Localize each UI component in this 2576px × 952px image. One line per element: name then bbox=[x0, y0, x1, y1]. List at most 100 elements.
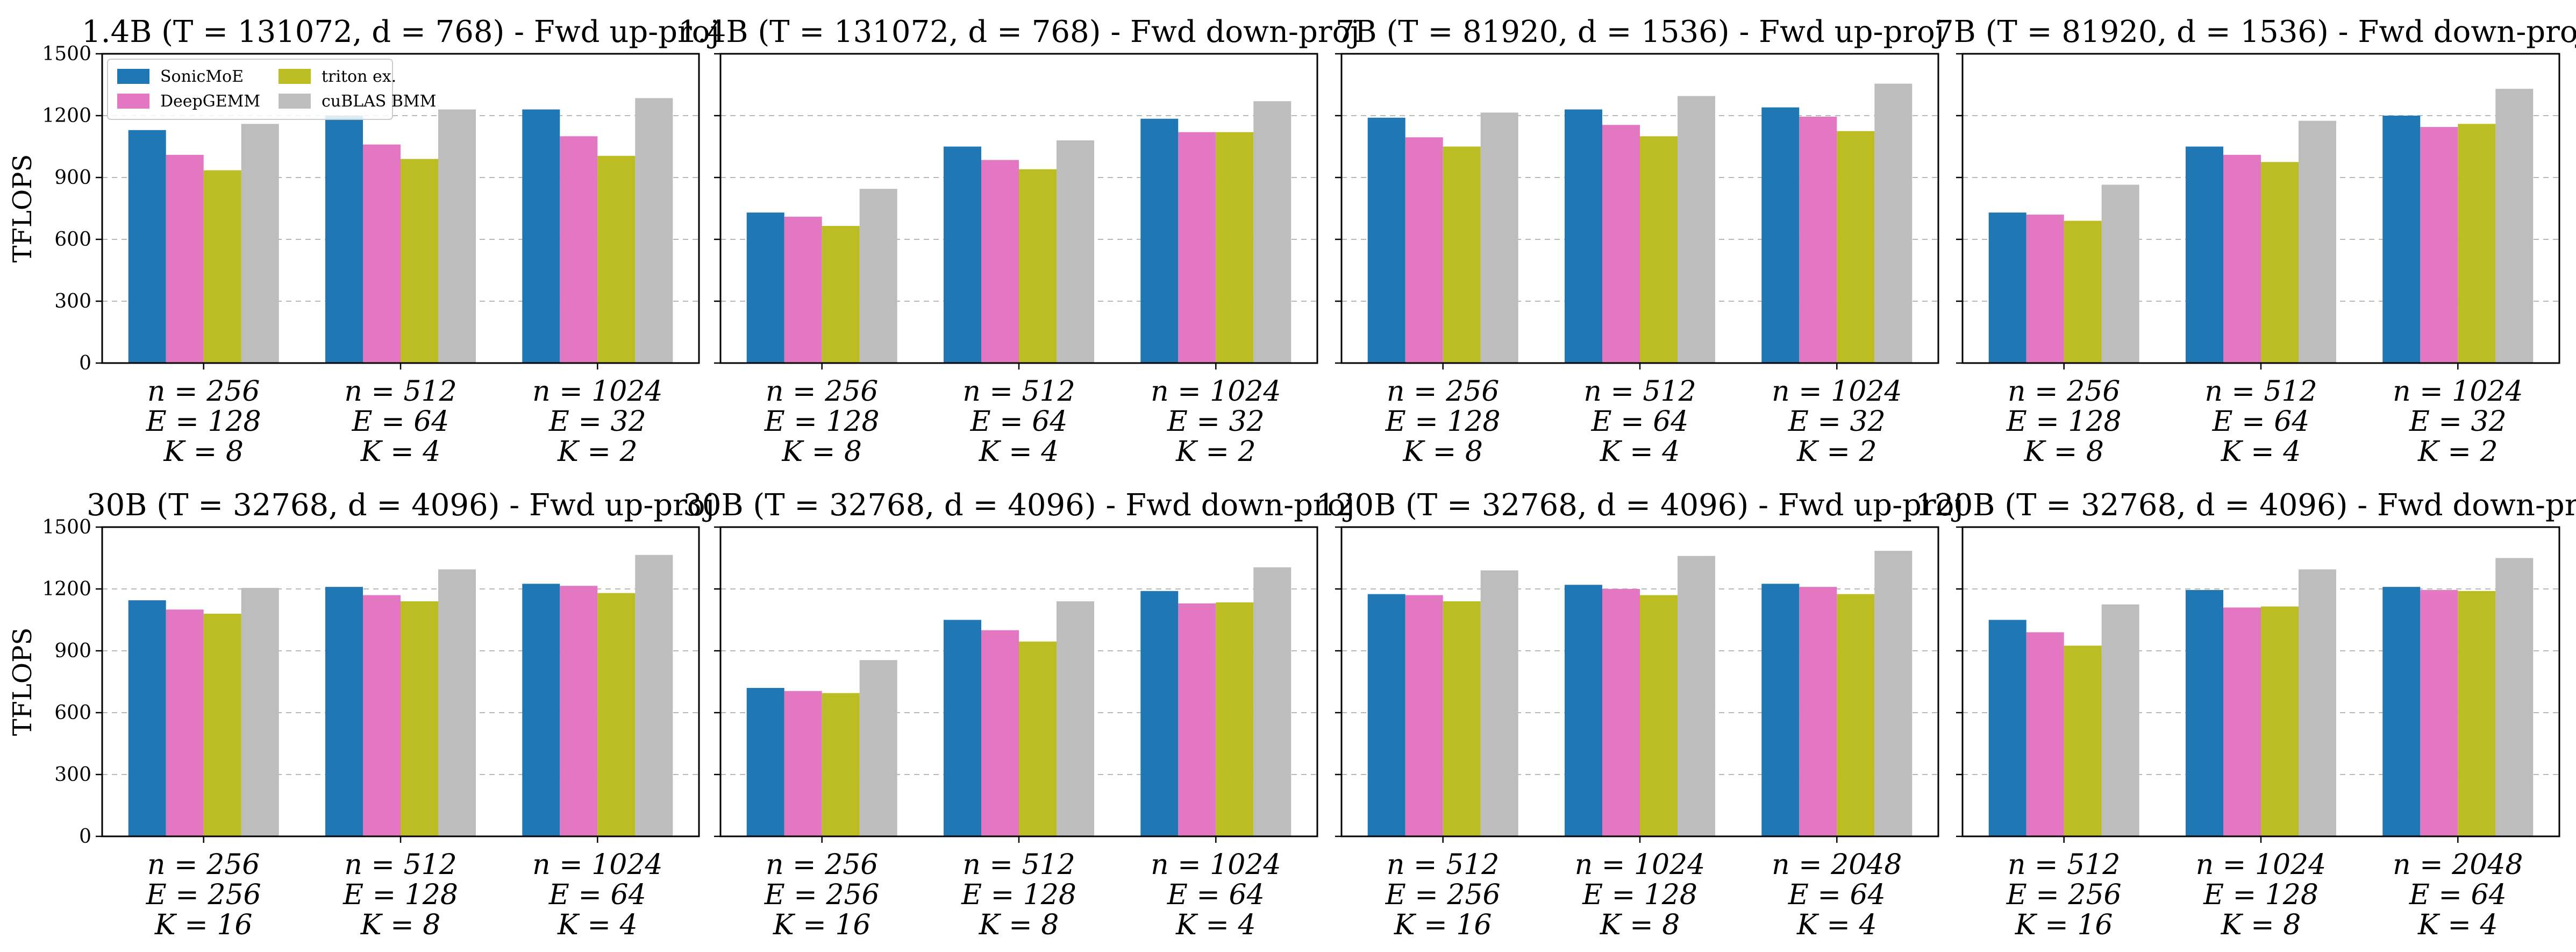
x-tick-label: E = 128 bbox=[764, 406, 880, 438]
bar bbox=[1837, 131, 1875, 363]
bar bbox=[1367, 594, 1405, 836]
x-tick-label: E = 32 bbox=[2409, 406, 2507, 438]
bar bbox=[2223, 154, 2261, 363]
bar bbox=[1988, 620, 2026, 836]
bar bbox=[2458, 591, 2496, 836]
bar bbox=[522, 109, 560, 363]
x-tick-label: E = 64 bbox=[970, 406, 1068, 438]
bar bbox=[1640, 136, 1678, 364]
x-tick-label: E = 128 bbox=[1385, 406, 1501, 438]
bar bbox=[1565, 585, 1602, 836]
bar bbox=[1837, 594, 1875, 836]
y-tick-label: 0 bbox=[79, 826, 91, 848]
bar bbox=[2261, 162, 2299, 363]
x-tick-label: n = 512 bbox=[2204, 375, 2317, 408]
bar bbox=[1678, 96, 1715, 364]
x-tick-label: n = 512 bbox=[344, 849, 456, 881]
bar bbox=[1019, 641, 1057, 836]
x-tick-label: n = 256 bbox=[1387, 375, 1499, 408]
bar bbox=[2299, 569, 2336, 836]
bar bbox=[1761, 107, 1800, 363]
chart-title: 7B (T = 81920, d = 1536) - Fwd down-proj bbox=[1935, 15, 2576, 49]
x-tick-label: n = 1024 bbox=[1575, 849, 1705, 881]
bar bbox=[1367, 117, 1405, 364]
x-tick-label: K = 8 bbox=[1402, 436, 1483, 468]
bar bbox=[1874, 551, 1913, 836]
legend-swatch bbox=[117, 94, 149, 109]
x-tick-label: K = 8 bbox=[1600, 909, 1680, 941]
y-axis-label: TFLOPS bbox=[8, 154, 38, 263]
bar bbox=[635, 555, 673, 836]
x-tick-label: K = 8 bbox=[360, 909, 441, 941]
x-tick-label: n = 1024 bbox=[1151, 849, 1281, 881]
x-tick-label: n = 1024 bbox=[532, 849, 662, 881]
bar bbox=[1178, 603, 1216, 836]
bar bbox=[2101, 184, 2139, 363]
y-tick-label: 600 bbox=[54, 229, 91, 251]
x-tick-label: E = 128 bbox=[961, 879, 1076, 911]
bar bbox=[1565, 109, 1602, 363]
legend-swatch bbox=[279, 94, 311, 109]
bar bbox=[2186, 589, 2223, 836]
legend-label: triton ex. bbox=[322, 67, 396, 86]
x-tick-label: K = 4 bbox=[979, 436, 1059, 468]
legend-swatch bbox=[279, 69, 311, 84]
x-tick-label: K = 4 bbox=[2417, 909, 2498, 941]
y-tick-label: 900 bbox=[54, 167, 91, 189]
chart-title: 30B (T = 32768, d = 4096) - Fwd down-pro… bbox=[683, 488, 1355, 523]
x-tick-label: n = 256 bbox=[147, 375, 260, 408]
x-tick-label: K = 2 bbox=[557, 436, 638, 468]
x-tick-label: n = 1024 bbox=[532, 375, 662, 408]
bar bbox=[401, 601, 438, 836]
legend-swatch bbox=[117, 69, 149, 84]
x-tick-label: n = 2048 bbox=[2393, 849, 2523, 881]
x-tick-label: n = 1024 bbox=[2196, 849, 2326, 881]
chart-title: 1.4B (T = 131072, d = 768) - Fwd down-pr… bbox=[678, 15, 1359, 49]
x-tick-label: n = 256 bbox=[766, 375, 878, 408]
bar bbox=[325, 587, 363, 836]
y-tick-label: 1200 bbox=[42, 578, 91, 600]
bar bbox=[635, 98, 673, 363]
bar bbox=[2101, 604, 2139, 836]
bar bbox=[1216, 602, 1254, 836]
bar bbox=[2026, 632, 2064, 836]
chart-title: 1.4B (T = 131072, d = 768) - Fwd up-proj bbox=[82, 15, 719, 49]
x-tick-label: n = 1024 bbox=[1772, 375, 1902, 408]
bar bbox=[1480, 570, 1518, 836]
bar bbox=[2064, 645, 2102, 836]
bar bbox=[438, 109, 476, 363]
x-tick-label: E = 256 bbox=[1385, 879, 1501, 911]
bar bbox=[2420, 127, 2458, 364]
x-tick-label: E = 128 bbox=[2006, 406, 2122, 438]
y-tick-label: 1500 bbox=[42, 43, 91, 65]
bar bbox=[1178, 132, 1216, 363]
bar bbox=[1761, 584, 1800, 836]
x-tick-label: E = 256 bbox=[764, 879, 880, 911]
bar bbox=[597, 155, 636, 363]
bar bbox=[1874, 83, 1913, 364]
x-tick-label: n = 512 bbox=[1583, 375, 1696, 408]
bar bbox=[560, 136, 598, 364]
x-tick-label: E = 64 bbox=[1167, 879, 1265, 911]
bar bbox=[746, 688, 784, 836]
x-tick-label: K = 8 bbox=[979, 909, 1059, 941]
bar bbox=[784, 691, 822, 836]
x-tick-label: K = 4 bbox=[360, 436, 441, 468]
bar bbox=[1019, 169, 1057, 363]
x-tick-label: E = 64 bbox=[352, 406, 449, 438]
bar bbox=[822, 693, 860, 836]
bar bbox=[2064, 221, 2102, 363]
bar bbox=[822, 226, 860, 363]
legend: SonicMoE DeepGEMM triton ex. cuBLAS BMM bbox=[107, 59, 436, 120]
bar bbox=[2261, 606, 2299, 836]
bar bbox=[1602, 125, 1640, 363]
legend-label: cuBLAS BMM bbox=[322, 92, 436, 111]
x-tick-label: K = 4 bbox=[1796, 909, 1877, 941]
bar bbox=[166, 609, 204, 836]
